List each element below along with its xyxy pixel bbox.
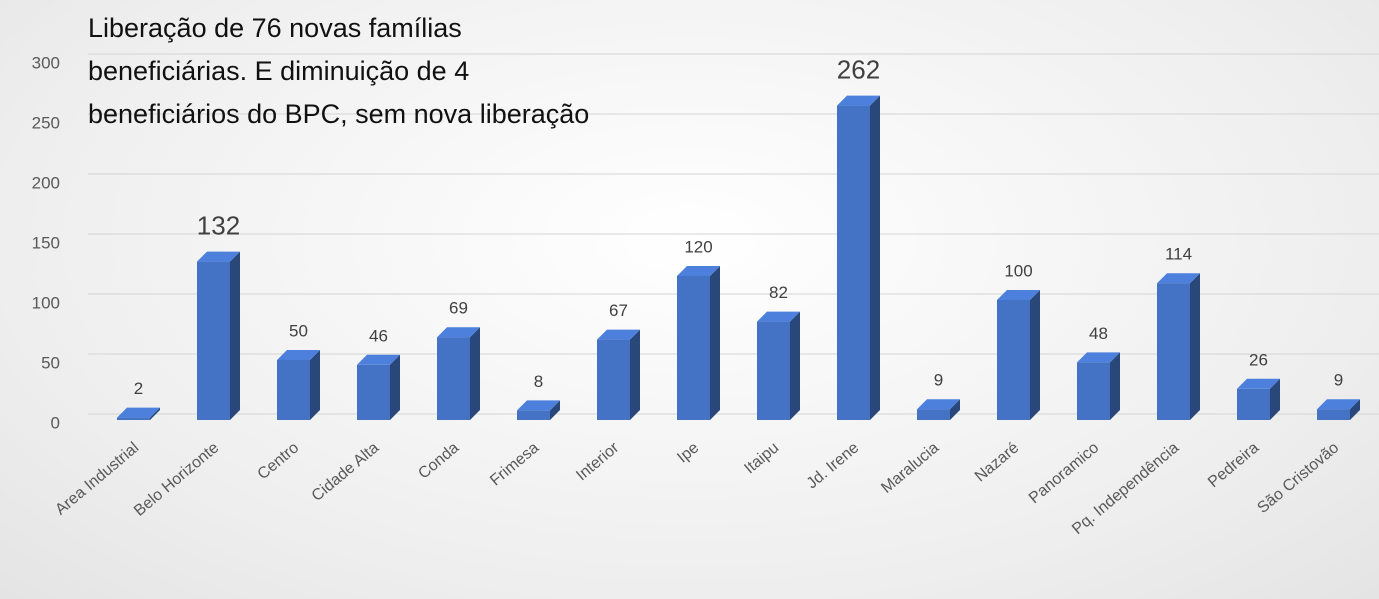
bar <box>1077 352 1120 420</box>
x-tick-label: Itaipu <box>741 439 782 477</box>
x-tick-label: Maralucia <box>878 439 942 497</box>
data-label: 82 <box>769 283 788 302</box>
data-label: 9 <box>934 371 943 390</box>
bar <box>357 354 400 420</box>
x-tick-label: Pedreira <box>1205 439 1262 491</box>
data-label: 26 <box>1249 350 1268 369</box>
y-tick-label: 0 <box>51 413 60 432</box>
bar <box>597 329 640 420</box>
data-label: 46 <box>369 326 388 345</box>
chart-title: Liberação de 76 novas famílias <box>88 13 462 43</box>
data-label: 50 <box>289 321 308 340</box>
x-tick-label: Ipe <box>674 439 702 466</box>
x-tick-label: Frimesa <box>487 439 542 489</box>
bar <box>277 350 320 420</box>
bar <box>517 400 560 420</box>
bar <box>1237 378 1280 420</box>
x-tick-label: Nazaré <box>972 439 1023 485</box>
x-tick-label: Panoramico <box>1026 439 1102 507</box>
x-tick-label: Centro <box>255 439 303 483</box>
data-label: 120 <box>684 237 712 256</box>
bar <box>917 399 960 420</box>
bar <box>1317 399 1360 420</box>
bar <box>1157 273 1200 420</box>
data-label: 67 <box>609 301 628 320</box>
x-tick-label: Cidade Alta <box>309 439 383 505</box>
data-label: 114 <box>1165 245 1192 264</box>
y-tick-label: 250 <box>32 113 60 132</box>
data-label: 2 <box>134 379 143 398</box>
x-tick-label: Belo Horizonte <box>131 439 222 520</box>
bar <box>757 311 800 420</box>
x-tick-label: Conda <box>415 439 462 482</box>
bar <box>117 407 160 420</box>
bar <box>997 290 1040 420</box>
chart-title: beneficiários do BPC, sem nova liberação <box>88 99 589 129</box>
bar <box>197 251 240 420</box>
data-label: 8 <box>534 372 543 391</box>
y-tick-label: 100 <box>32 293 60 312</box>
data-label: 69 <box>449 299 468 318</box>
y-tick-label: 50 <box>41 353 60 372</box>
data-label: 100 <box>1004 261 1032 280</box>
y-tick-label: 200 <box>32 173 60 192</box>
x-tick-label: Jd. Irene <box>804 439 863 492</box>
chart-title: beneficiárias. E diminuição de 4 <box>88 56 469 86</box>
bar <box>437 327 480 420</box>
data-label: 48 <box>1089 324 1108 343</box>
y-tick-label: 150 <box>32 233 60 252</box>
x-tick-label: Area Industrial <box>52 439 142 518</box>
x-tick-label: São Cristovão <box>1254 439 1342 517</box>
y-tick-label: 300 <box>32 53 60 72</box>
data-label: 262 <box>837 54 880 84</box>
x-tick-label: Interior <box>573 439 623 484</box>
data-label: 9 <box>1334 371 1343 390</box>
data-label: 132 <box>197 210 240 240</box>
bar <box>837 95 880 420</box>
bar <box>677 266 720 420</box>
